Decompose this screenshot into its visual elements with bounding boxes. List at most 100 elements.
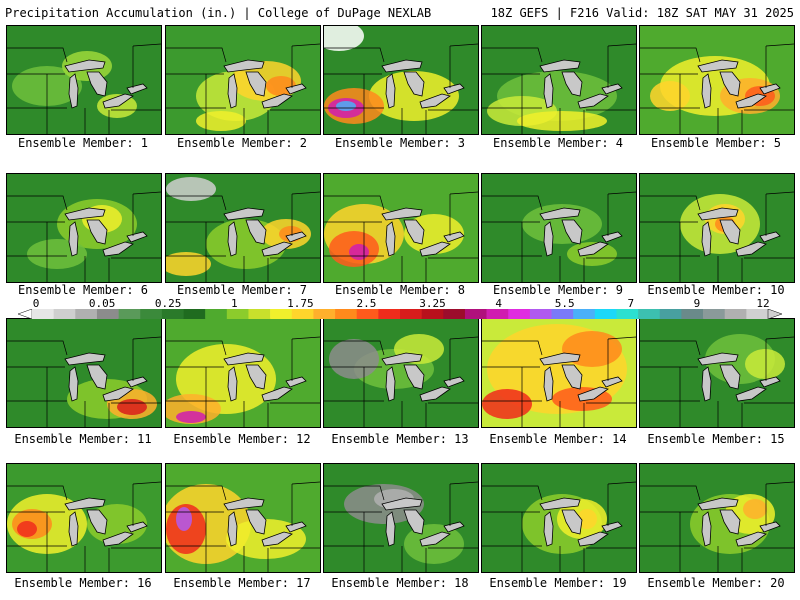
- colorbar-swatch: [356, 309, 379, 319]
- great-lake-shape: [759, 231, 781, 243]
- colorbar-tick-label: 0.25: [154, 297, 182, 310]
- precip-contour: [336, 101, 356, 111]
- great-lake-shape: [261, 93, 293, 109]
- state-border: [132, 191, 161, 195]
- state-border: [482, 47, 543, 63]
- great-lake-shape: [86, 219, 108, 245]
- precip-map: [482, 174, 636, 282]
- great-lake-shape: [419, 93, 451, 109]
- colorbar-tick-label: 0: [32, 297, 40, 310]
- state-border: [449, 191, 478, 195]
- great-lake-shape: [539, 59, 581, 73]
- state-border: [132, 481, 161, 485]
- state-border: [291, 43, 320, 47]
- colorbar-tick-label: 7: [627, 297, 635, 310]
- great-lake-shape: [697, 59, 739, 73]
- colorbar-swatch: [96, 309, 119, 319]
- ensemble-map-panel: [165, 173, 321, 283]
- great-lake-shape: [126, 83, 148, 95]
- state-border: [7, 340, 68, 356]
- precip-contour: [176, 507, 192, 531]
- great-lake-shape: [227, 366, 238, 402]
- precip-contour: [166, 177, 216, 201]
- precip-map: [482, 319, 636, 427]
- colorbar-tick-label: 3.25: [419, 297, 446, 310]
- state-border: [482, 195, 543, 211]
- ensemble-map-panel: [165, 463, 321, 573]
- state-border: [765, 191, 794, 195]
- great-lake-shape: [719, 219, 741, 245]
- precip-contour: [17, 521, 37, 537]
- precip-map: [166, 174, 320, 282]
- great-lake-shape: [561, 219, 583, 245]
- state-border: [324, 340, 385, 356]
- state-border: [765, 336, 794, 340]
- state-border: [291, 336, 320, 340]
- ensemble-member-label: Ensemble Member: 19: [489, 576, 627, 590]
- state-border: [166, 47, 227, 63]
- great-lake-shape: [735, 241, 767, 257]
- state-border: [324, 47, 385, 63]
- ensemble-map-panel: [639, 173, 795, 283]
- great-lake-shape: [601, 521, 623, 533]
- great-lake-shape: [223, 59, 265, 73]
- colorbar-swatch: [486, 309, 509, 319]
- great-lake-shape: [719, 71, 741, 97]
- colorbar-tick-label: 9: [693, 297, 701, 310]
- great-lake-shape: [561, 509, 583, 535]
- precip-contour: [743, 499, 767, 519]
- state-border: [640, 340, 701, 356]
- ensemble-map-panel: [323, 25, 479, 135]
- great-lake-shape: [577, 241, 609, 257]
- ensemble-member-label: Ensemble Member: 14: [489, 432, 627, 446]
- state-border: [166, 340, 227, 356]
- colorbar-swatch: [421, 309, 444, 319]
- great-lake-shape: [385, 221, 396, 257]
- state-border: [7, 47, 68, 63]
- colorbar-swatch: [291, 309, 314, 319]
- ensemble-member-label: Ensemble Member: 20: [647, 576, 785, 590]
- great-lake-shape: [735, 386, 767, 402]
- colorbar-swatch: [226, 309, 249, 319]
- great-lake-shape: [443, 83, 465, 95]
- state-border: [291, 481, 320, 485]
- great-lake-shape: [381, 207, 423, 221]
- great-lake-shape: [601, 83, 623, 95]
- ensemble-map-panel: [323, 318, 479, 428]
- colorbar-tick-label: 2.5: [356, 297, 377, 310]
- state-border: [640, 195, 701, 211]
- precip-map: [640, 26, 794, 134]
- great-lake-shape: [561, 71, 583, 97]
- great-lake-shape: [102, 531, 134, 547]
- ensemble-map-panel: [6, 318, 162, 428]
- colorbar-swatch: [118, 309, 141, 319]
- great-lake-shape: [543, 366, 554, 402]
- state-border: [607, 43, 636, 47]
- ensemble-member-label: Ensemble Member: 2: [176, 136, 308, 150]
- colorbar-swatch: [724, 309, 747, 319]
- state-border: [607, 336, 636, 340]
- great-lake-shape: [381, 497, 423, 511]
- state-border: [607, 191, 636, 195]
- great-lake-shape: [385, 511, 396, 547]
- state-border: [640, 47, 701, 63]
- ensemble-member-label: Ensemble Member: 6: [17, 283, 149, 297]
- great-lake-shape: [577, 93, 609, 109]
- great-lake-shape: [403, 71, 425, 97]
- great-lake-shape: [102, 93, 134, 109]
- precip-contour: [349, 244, 369, 260]
- precip-map: [7, 319, 161, 427]
- great-lake-shape: [285, 521, 307, 533]
- ensemble-member-label: Ensemble Member: 15: [647, 432, 785, 446]
- ensemble-map-panel: [6, 25, 162, 135]
- colorbar-swatch: [270, 309, 293, 319]
- state-border: [449, 481, 478, 485]
- colorbar-tick-label: 12: [756, 297, 770, 310]
- great-lake-shape: [539, 497, 581, 511]
- ensemble-member-label: Ensemble Member: 1: [17, 136, 149, 150]
- ensemble-map-panel: [639, 463, 795, 573]
- colorbar-swatch: [573, 309, 596, 319]
- great-lake-shape: [543, 221, 554, 257]
- great-lake-shape: [419, 241, 451, 257]
- great-lake-shape: [759, 83, 781, 95]
